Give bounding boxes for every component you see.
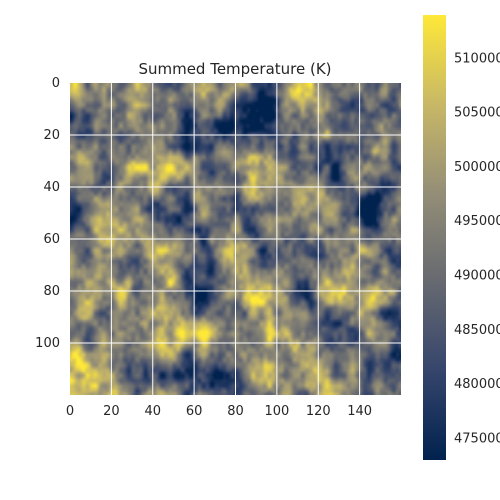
y-axis: 0 20 40 60 80 100 [35,76,60,351]
x-tick-label: 120 [306,404,331,419]
x-tick-label: 40 [144,404,161,419]
colorbar-tick-label: 480000 [454,377,500,392]
colorbar-tick-label: 490000 [454,268,500,283]
chart-title: Summed Temperature (K) [138,60,331,78]
colorbar-tick-label: 485000 [454,323,500,338]
colorbar-tick-label: 510000 [454,51,500,66]
y-tick-label: 100 [35,336,60,351]
y-tick-label: 60 [43,232,60,247]
x-tick-label: 140 [347,404,372,419]
colorbar: 475000 480000 485000 490000 495000 500000 5050… [423,15,500,460]
grid-lines [70,83,401,395]
y-tick-label: 40 [43,180,60,195]
x-tick-label: 80 [227,404,244,419]
x-tick-label: 60 [186,404,203,419]
x-axis: 0 20 40 60 80 100 120 140 [66,404,372,419]
colorbar-tick-label: 505000 [454,106,500,121]
x-tick-label: 20 [103,404,120,419]
colorbar-tick-label: 500000 [454,160,500,175]
colorbar-tick-label: 495000 [454,214,500,229]
y-tick-label: 0 [52,76,60,91]
y-tick-label: 20 [43,128,60,143]
colorbar-tick-label: 475000 [454,431,500,446]
y-tick-label: 80 [43,284,60,299]
colorbar-bar [423,15,446,460]
x-tick-label: 100 [264,404,289,419]
x-tick-label: 0 [66,404,74,419]
